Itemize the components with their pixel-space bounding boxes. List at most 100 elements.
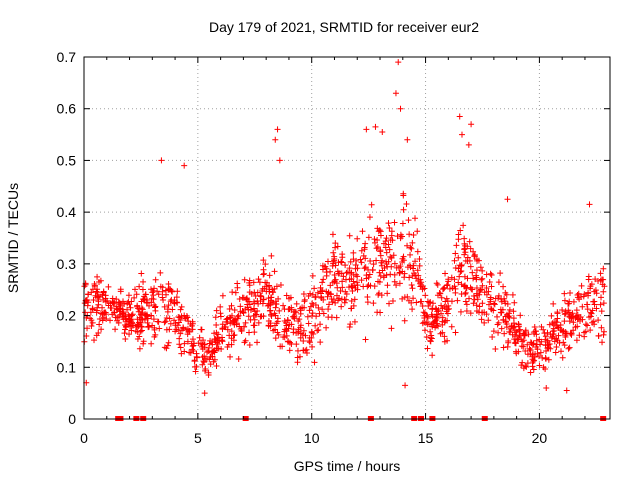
data-point [458,262,465,269]
data-point [386,300,393,307]
data-point [323,324,330,331]
tick-labels-layer: 0 0.1 0.2 0.3 0.4 0.5 0.6 0.7 0 5 10 15 20 [57,49,548,446]
data-point [511,299,518,306]
data-point [457,308,464,315]
data-point [466,238,473,245]
data-point [379,257,386,264]
data-point [414,248,421,255]
data-point [560,328,567,335]
data-point [436,289,443,296]
data-point [336,270,343,277]
data-point [321,263,328,270]
data-point [353,279,360,286]
outlier-point [465,141,472,148]
data-point [159,294,166,301]
axis-ticks-layer [83,56,610,420]
data-point [121,330,128,337]
data-point [178,303,185,310]
data-point [260,266,267,273]
data-point [242,319,249,326]
data-point [175,319,182,326]
data-point [412,215,419,222]
data-point [388,263,395,270]
data-point [271,268,278,275]
outlier-point [363,126,370,133]
data-point [338,258,345,265]
data-point [96,321,103,328]
data-point [136,345,143,352]
data-point [492,295,499,302]
data-point [274,318,281,325]
data-point [339,254,346,261]
data-point [473,272,480,279]
data-point [174,288,181,295]
x-tick-label: 10 [304,430,320,446]
data-point [545,356,552,363]
data-point [234,313,241,320]
data-point [244,301,251,308]
data-point [499,306,506,313]
data-point [565,345,572,352]
data-point [196,334,203,341]
data-point [95,293,102,300]
data-point [122,335,129,342]
y-tick-label: 0.7 [57,49,77,65]
data-point [134,321,141,328]
data-point [536,362,543,369]
data-point [227,353,234,360]
data-point [329,231,336,238]
data-point [342,262,349,269]
data-point [351,318,358,325]
data-point [370,300,377,307]
data-point [171,317,178,324]
data-point [548,335,555,342]
data-point [573,337,580,344]
data-point [366,214,373,221]
data-point [550,325,557,332]
data-point [487,296,494,303]
data-point [95,301,102,308]
data-point [129,311,136,318]
data-point [261,270,268,277]
data-point [230,332,237,339]
data-point [136,283,143,290]
data-point [107,304,114,311]
data-point [400,190,407,197]
data-point [505,310,512,317]
data-point [457,268,464,275]
data-point [327,290,334,297]
data-point [297,307,304,314]
data-point [437,330,444,337]
data-point [545,342,552,349]
data-point [148,286,155,293]
data-point [421,319,428,326]
data-point [547,345,554,352]
data-point [306,307,313,314]
data-point [552,349,559,356]
data-point [300,337,307,344]
data-point [429,323,436,330]
data-point [233,321,240,328]
data-point [159,284,166,291]
data-point [256,279,263,286]
data-point [506,306,513,313]
data-point [231,331,238,338]
data-point [400,257,407,264]
data-point [315,304,322,311]
data-point [442,270,449,277]
data-point [483,271,490,278]
data-point [389,237,396,244]
data-point [368,201,375,208]
data-point [462,298,469,305]
data-point [510,324,517,331]
data-point [386,246,393,253]
data-point [529,353,536,360]
data-point [422,292,429,299]
data-point [561,318,568,325]
data-point [250,279,257,286]
data-point [544,345,551,352]
data-point [300,327,307,334]
data-point [431,318,438,325]
data-point [505,339,512,346]
data-point [579,303,586,310]
